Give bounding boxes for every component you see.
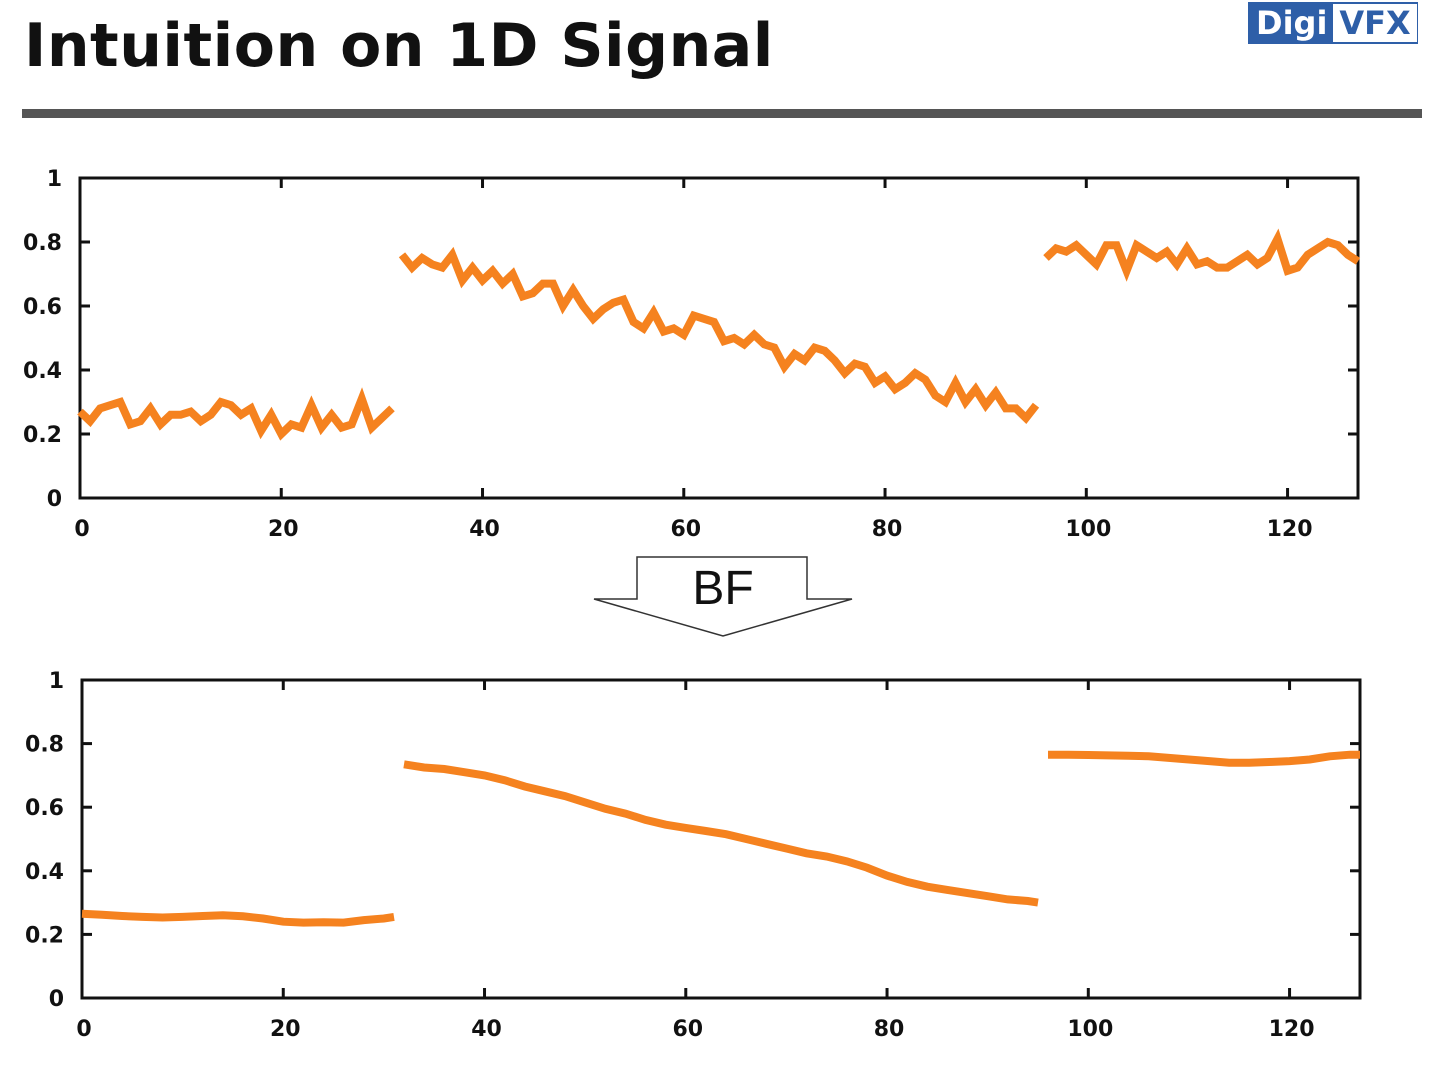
y-tick-label: 0 — [49, 987, 64, 1012]
x-tick-label: 40 — [471, 1017, 502, 1042]
x-tick-label: 0 — [76, 1017, 91, 1042]
y-tick-label: 0.2 — [25, 923, 64, 948]
bf-arrow-icon: BF — [593, 556, 853, 637]
digivfx-logo: Digi VFX — [1248, 2, 1418, 44]
x-tick-label: 120 — [1269, 1017, 1315, 1042]
x-tick-label: 40 — [469, 517, 500, 542]
signal-segment-1 — [77, 387, 395, 441]
x-tick-label: 80 — [872, 517, 903, 542]
x-tick-label: 100 — [1067, 1017, 1113, 1042]
y-tick-label: 0.4 — [25, 860, 64, 885]
logo-left-text: Digi — [1250, 4, 1334, 42]
chart-original-signal: 0 0.2 0.4 0.6 0.8 1 0 20 40 60 80 100 120 — [0, 150, 1440, 550]
x-tick-label: 80 — [874, 1017, 905, 1042]
signal-segment-3 — [1043, 228, 1361, 282]
x-tick-label: 100 — [1065, 517, 1111, 542]
y-tick-label: 0.6 — [23, 295, 62, 320]
signal-segment-2 — [403, 760, 1039, 907]
y-tick-label: 1 — [49, 669, 64, 694]
slide-title: Intuition on 1D Signal — [24, 11, 774, 81]
x-tick-label: 60 — [670, 517, 701, 542]
x-tick-label: 20 — [270, 1017, 301, 1042]
signal-segment-3 — [1048, 750, 1360, 767]
chart-filtered-signal: 0 0.2 0.4 0.6 0.8 1 0 20 40 60 80 100 120 — [0, 652, 1440, 1052]
y-tick-label: 0.6 — [25, 796, 64, 821]
y-tick-label: 1 — [47, 167, 62, 192]
y-tick-label: 0.2 — [23, 423, 62, 448]
x-tick-label: 20 — [268, 517, 299, 542]
y-tick-label: 0.8 — [23, 231, 62, 256]
signal-segment-2 — [398, 246, 1040, 424]
chart-original-svg: 0 0.2 0.4 0.6 0.8 1 0 20 40 60 80 100 120 — [23, 167, 1361, 542]
x-tick-label: 120 — [1267, 517, 1313, 542]
title-divider — [22, 109, 1422, 118]
chart-filtered-svg: 0 0.2 0.4 0.6 0.8 1 0 20 40 60 80 100 120 — [25, 669, 1362, 1042]
y-tick-label: 0.8 — [25, 733, 64, 758]
bf-label: BF — [692, 562, 753, 615]
x-tick-label: 60 — [672, 1017, 703, 1042]
y-tick-label: 0.4 — [23, 359, 62, 384]
y-tick-label: 0 — [47, 487, 62, 512]
plot-frame — [80, 678, 1362, 1000]
signal-segment-1 — [81, 909, 395, 927]
plot-frame — [78, 176, 1360, 500]
x-tick-label: 0 — [74, 517, 89, 542]
logo-right-text: VFX — [1333, 4, 1417, 42]
